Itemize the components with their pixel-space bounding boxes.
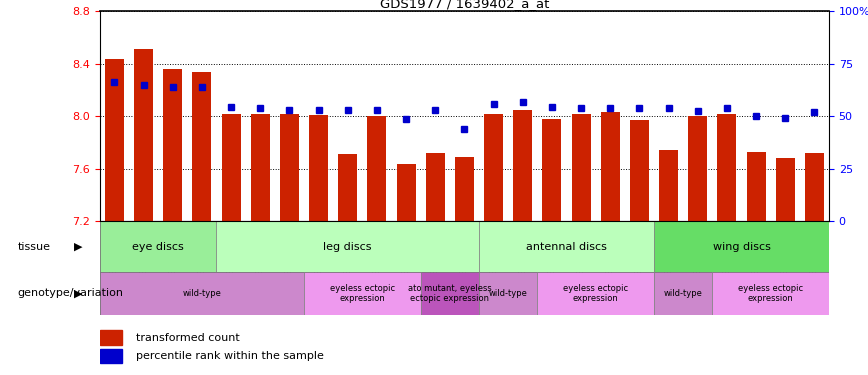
- Bar: [542, 119, 562, 221]
- Text: percentile rank within the sample: percentile rank within the sample: [136, 351, 324, 361]
- Bar: [717, 114, 736, 221]
- Bar: [163, 69, 182, 221]
- Title: GDS1977 / 1639402_a_at: GDS1977 / 1639402_a_at: [379, 0, 549, 10]
- Text: eyeless ectopic
expression: eyeless ectopic expression: [738, 284, 803, 303]
- Bar: [134, 50, 153, 221]
- Bar: [425, 153, 444, 221]
- Text: eyeless ectopic
expression: eyeless ectopic expression: [330, 284, 395, 303]
- Text: leg discs: leg discs: [324, 242, 372, 252]
- Bar: [367, 116, 386, 221]
- Bar: [688, 116, 707, 221]
- Text: tissue: tissue: [17, 242, 50, 252]
- Bar: [537, 272, 654, 315]
- Bar: [805, 153, 824, 221]
- Bar: [455, 157, 474, 221]
- Text: wild-type: wild-type: [182, 289, 221, 298]
- Text: antennal discs: antennal discs: [526, 242, 607, 252]
- Text: ato mutant, eyeless
ectopic expression: ato mutant, eyeless ectopic expression: [408, 284, 491, 303]
- Text: transformed count: transformed count: [136, 333, 240, 343]
- Bar: [776, 158, 795, 221]
- Bar: [421, 272, 479, 315]
- Text: eye discs: eye discs: [132, 242, 184, 252]
- Bar: [601, 112, 620, 221]
- Bar: [339, 154, 358, 221]
- Text: eyeless ectopic
expression: eyeless ectopic expression: [563, 284, 628, 303]
- Bar: [193, 72, 212, 221]
- Bar: [484, 114, 503, 221]
- Bar: [100, 330, 122, 345]
- Bar: [479, 221, 654, 272]
- Bar: [100, 272, 304, 315]
- Text: genotype/variation: genotype/variation: [17, 288, 123, 298]
- Bar: [654, 272, 713, 315]
- Bar: [571, 114, 590, 221]
- Bar: [397, 164, 416, 221]
- Bar: [221, 114, 240, 221]
- Bar: [251, 114, 270, 221]
- Bar: [513, 110, 532, 221]
- Text: wild-type: wild-type: [664, 289, 702, 298]
- Bar: [105, 58, 124, 221]
- Bar: [479, 272, 537, 315]
- Text: ▶: ▶: [74, 242, 82, 252]
- Bar: [630, 120, 649, 221]
- Bar: [100, 349, 122, 363]
- Bar: [746, 152, 766, 221]
- Bar: [713, 272, 829, 315]
- Bar: [216, 221, 479, 272]
- Text: wing discs: wing discs: [713, 242, 771, 252]
- Bar: [309, 115, 328, 221]
- Text: wild-type: wild-type: [489, 289, 528, 298]
- Bar: [100, 221, 216, 272]
- Bar: [279, 114, 299, 221]
- Bar: [304, 272, 421, 315]
- Text: ▶: ▶: [74, 288, 82, 298]
- Bar: [659, 150, 678, 221]
- Bar: [654, 221, 829, 272]
